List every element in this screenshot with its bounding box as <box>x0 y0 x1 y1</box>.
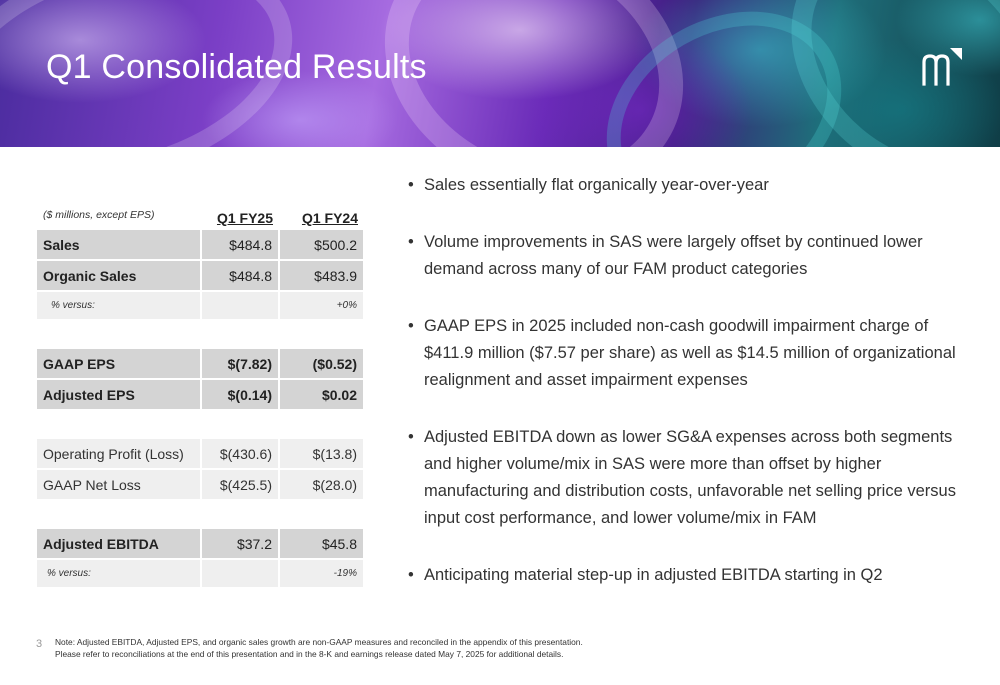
row-label: GAAP Net Loss <box>37 469 202 501</box>
cell-q1-fy24: $483.9 <box>279 260 365 292</box>
footnote: Note: Adjusted EBITDA, Adjusted EPS, and… <box>55 636 583 660</box>
table-header-row: ($ millions, except EPS) Q1 FY25 Q1 FY24 <box>37 200 364 230</box>
row-label: Sales <box>37 230 202 261</box>
row-label: Operating Profit (Loss) <box>37 439 202 470</box>
cell-q1-fy25: $484.8 <box>201 230 280 261</box>
table-row: Operating Profit (Loss) $(430.6) $(13.8) <box>37 439 365 470</box>
table-row: Sales $484.8 $500.2 <box>37 230 365 261</box>
cell-q1-fy25: $484.8 <box>201 260 280 292</box>
table-row: GAAP EPS $(7.82) ($0.52) <box>37 349 365 380</box>
cell-q1-fy24: $45.8 <box>279 529 365 560</box>
bullet-item: Anticipating material step-up in adjuste… <box>408 562 968 589</box>
row-label: Adjusted EBITDA <box>37 529 202 560</box>
header-banner: Q1 Consolidated Results <box>0 0 1000 147</box>
table-spacer <box>37 410 364 439</box>
cell-q1-fy25 <box>201 291 280 321</box>
table-row: Adjusted EBITDA $37.2 $45.8 <box>37 529 365 560</box>
row-label: Organic Sales <box>37 260 202 292</box>
footnote-line: Please refer to reconciliations at the e… <box>55 649 564 659</box>
row-label: % versus: <box>37 559 202 589</box>
cell-q1-fy24: $(28.0) <box>279 469 365 501</box>
cell-q1-fy25: $(430.6) <box>201 439 280 470</box>
cell-q1-fy25: $(7.82) <box>201 349 280 380</box>
table-row: GAAP Net Loss $(425.5) $(28.0) <box>37 469 365 501</box>
cell-q1-fy25: $(0.14) <box>201 379 280 411</box>
unit-note: ($ millions, except EPS) <box>37 200 201 230</box>
column-header-q1-fy24: Q1 FY24 <box>279 200 364 230</box>
bullet-item: Sales essentially flat organically year-… <box>408 172 968 199</box>
table-spacer <box>37 320 364 349</box>
bullet-item: GAAP EPS in 2025 included non-cash goodw… <box>408 313 968 394</box>
cell-q1-fy24: +0% <box>279 291 365 321</box>
financial-results-table: ($ millions, except EPS) Q1 FY25 Q1 FY24… <box>37 200 365 589</box>
cell-q1-fy24: -19% <box>279 559 365 589</box>
cell-q1-fy25 <box>201 559 280 589</box>
page-title: Q1 Consolidated Results <box>46 48 427 86</box>
footnote-line: Note: Adjusted EBITDA, Adjusted EPS, and… <box>55 637 583 647</box>
table-spacer <box>37 500 364 529</box>
row-label: % versus: <box>37 291 202 321</box>
company-m-logo-icon <box>922 48 962 86</box>
key-points-list: Sales essentially flat organically year-… <box>408 172 968 619</box>
cell-q1-fy24: ($0.52) <box>279 349 365 380</box>
table-row: % versus: -19% <box>37 559 365 589</box>
cell-q1-fy24: $500.2 <box>279 230 365 261</box>
cell-q1-fy24: $(13.8) <box>279 439 365 470</box>
cell-q1-fy25: $(425.5) <box>201 469 280 501</box>
page-number: 3 <box>36 638 43 650</box>
table-row: Organic Sales $484.8 $483.9 <box>37 260 365 292</box>
cell-q1-fy25: $37.2 <box>201 529 280 560</box>
bullet-item: Volume improvements in SAS were largely … <box>408 229 968 283</box>
row-label: GAAP EPS <box>37 349 202 380</box>
cell-q1-fy24: $0.02 <box>279 379 365 411</box>
row-label: Adjusted EPS <box>37 379 202 411</box>
table-row: % versus: +0% <box>37 291 365 321</box>
table-row: Adjusted EPS $(0.14) $0.02 <box>37 379 365 411</box>
column-header-q1-fy25: Q1 FY25 <box>201 200 279 230</box>
bullet-item: Adjusted EBITDA down as lower SG&A expen… <box>408 424 968 532</box>
